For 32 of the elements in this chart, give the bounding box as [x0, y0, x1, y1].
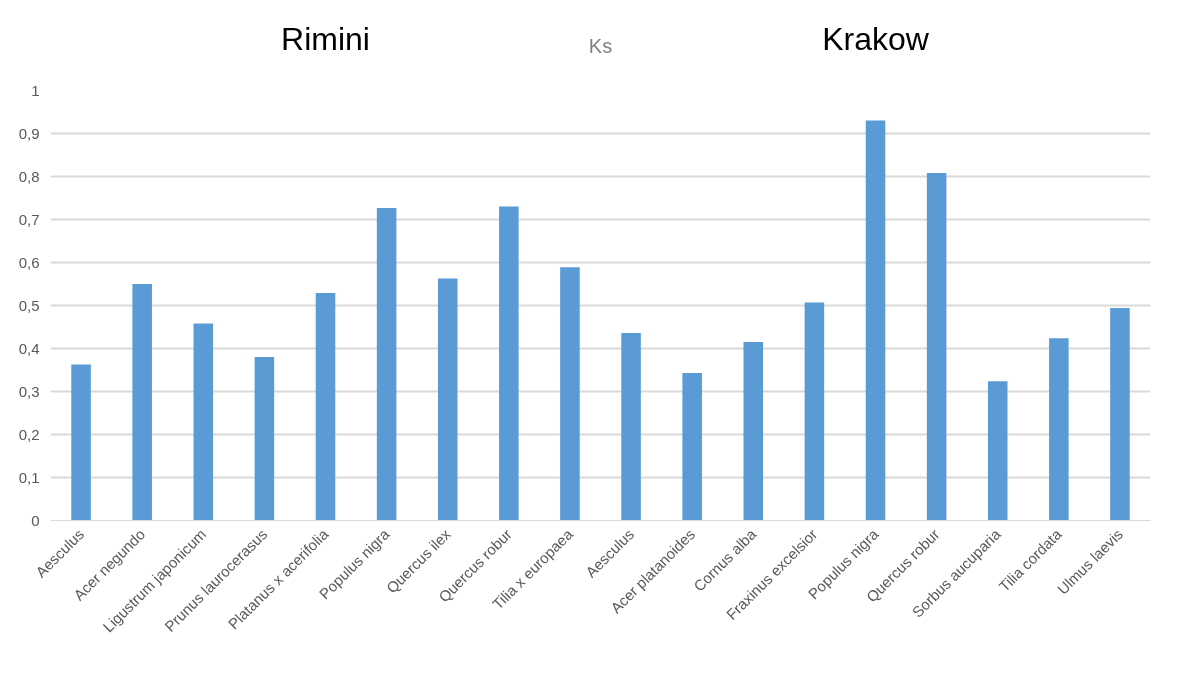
bar [1110, 308, 1130, 521]
bar [804, 302, 825, 521]
bar [499, 206, 519, 521]
y-tick-label: 0,4 [18, 339, 40, 357]
y-tick-label: 0,5 [18, 296, 40, 314]
y-tick-label: 0 [31, 511, 40, 529]
bar [865, 120, 886, 521]
text: Rimini [281, 21, 370, 57]
bar [1049, 338, 1069, 521]
bar [315, 293, 336, 521]
bar [193, 323, 214, 521]
y-tick-label: 1 [31, 81, 40, 99]
y-tick-label: 0,7 [18, 210, 40, 228]
text: Krakow [822, 21, 930, 57]
bar [743, 342, 764, 521]
y-tick-label: 0,2 [18, 425, 40, 443]
bar [132, 284, 152, 521]
bar [560, 267, 580, 521]
bar [682, 373, 702, 521]
bar [987, 381, 1008, 521]
y-tick-label: 0,6 [18, 253, 40, 271]
y-tick-label: 0,8 [18, 167, 40, 185]
y-tick-label: 0,3 [18, 382, 40, 400]
bar [437, 278, 458, 521]
bar [254, 357, 275, 521]
bar [376, 207, 397, 521]
bar [926, 173, 947, 521]
bar [621, 333, 641, 521]
chart-title: Ks [588, 35, 613, 57]
y-tick-label: 0,9 [18, 124, 40, 142]
bar [71, 364, 91, 521]
y-tick-label: 0,1 [18, 468, 40, 486]
